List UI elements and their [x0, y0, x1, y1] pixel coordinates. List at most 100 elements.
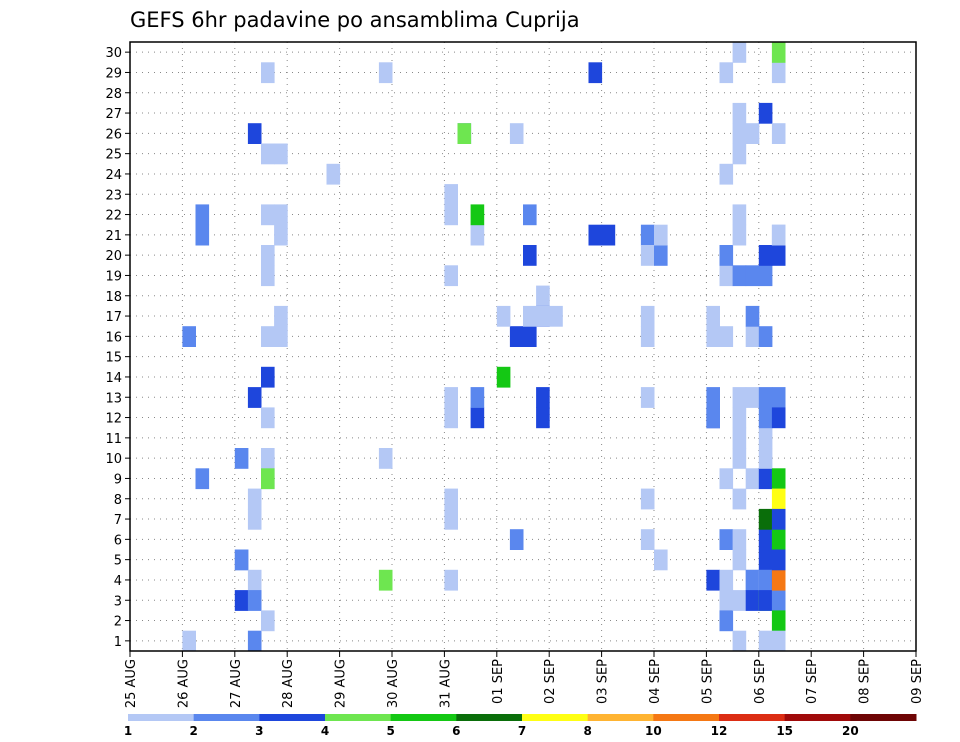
- y-tick-label: 15: [105, 351, 122, 366]
- data-cell: [771, 508, 786, 530]
- data-cell: [523, 204, 537, 226]
- x-tick-label: 31 AUG: [438, 659, 453, 708]
- data-cell: [706, 326, 720, 347]
- y-tick-label: 7: [114, 513, 122, 528]
- y-tick-label: 1: [114, 635, 122, 650]
- y-tick-label: 20: [105, 249, 122, 264]
- y-tick-label: 5: [114, 554, 122, 569]
- data-cell: [444, 387, 458, 408]
- data-cell: [326, 163, 341, 185]
- data-cell: [758, 265, 773, 287]
- data-cell: [182, 326, 196, 347]
- data-cell: [640, 488, 655, 510]
- colorbar-swatch: [653, 714, 720, 721]
- data-cell: [771, 42, 786, 63]
- data-cell: [732, 224, 747, 246]
- data-cell: [745, 387, 760, 408]
- x-axis: 25 AUG 26 AUG 27 AUG 28 AUG 29 AUG 30 AUG 31 A…: [124, 651, 925, 708]
- y-tick-label: 24: [105, 168, 122, 183]
- data-cell: [758, 529, 773, 550]
- data-cell: [758, 326, 773, 347]
- data-cell: [444, 204, 458, 226]
- colorbar-swatch: [390, 714, 457, 721]
- data-cell: [719, 265, 734, 287]
- data-cell: [234, 590, 249, 611]
- y-tick-label: 2: [114, 615, 122, 630]
- colorbar-swatch: [850, 714, 917, 721]
- colorbar-label: 10: [645, 724, 662, 738]
- data-cell: [745, 569, 760, 591]
- data-cell: [771, 224, 786, 246]
- data-cell: [771, 529, 786, 550]
- colorbar-label: 6: [452, 724, 460, 738]
- data-cell: [706, 407, 720, 429]
- data-cell: [247, 508, 262, 530]
- data-cell: [640, 305, 655, 327]
- data-cell: [771, 245, 786, 266]
- data-cell: [588, 62, 603, 84]
- data-cell: [758, 549, 773, 571]
- data-cell: [771, 630, 786, 652]
- data-cell: [444, 508, 458, 530]
- data-cell: [706, 387, 720, 408]
- colorbar-swatch: [784, 714, 851, 721]
- data-cell: [758, 102, 773, 124]
- y-tick-label: 9: [114, 472, 122, 487]
- data-cell: [247, 488, 262, 510]
- x-tick-label: 28 AUG: [281, 659, 296, 708]
- data-cell: [509, 529, 524, 550]
- y-axis: 1234567891011121314151617181920212223242…: [105, 46, 130, 650]
- data-cell: [732, 488, 747, 510]
- data-cell: [444, 407, 458, 429]
- data-cell: [496, 366, 511, 388]
- data-cell: [732, 590, 747, 611]
- y-tick-label: 18: [105, 290, 122, 305]
- data-cell: [745, 468, 760, 490]
- data-cell: [771, 590, 786, 611]
- data-cell: [601, 224, 616, 246]
- y-tick-label: 6: [114, 533, 122, 548]
- data-cell: [771, 610, 786, 632]
- data-cell: [706, 305, 720, 327]
- data-cell: [470, 407, 485, 429]
- y-tick-label: 4: [114, 574, 122, 589]
- y-tick-label: 30: [105, 46, 122, 61]
- y-tick-label: 27: [105, 107, 122, 122]
- data-cell: [261, 204, 275, 226]
- data-cell: [719, 245, 734, 266]
- data-cell: [706, 569, 720, 591]
- x-tick-label: 04 SEP: [648, 659, 663, 704]
- data-cell: [745, 265, 760, 287]
- data-cell: [182, 630, 196, 652]
- data-cell: [719, 326, 734, 347]
- y-tick-label: 23: [105, 188, 122, 203]
- colorbar-swatch: [325, 714, 392, 721]
- y-tick-label: 28: [105, 87, 122, 102]
- data-cell: [771, 488, 786, 510]
- y-tick-label: 10: [105, 452, 122, 467]
- colorbar-label: 5: [386, 724, 394, 738]
- data-cell: [247, 630, 262, 652]
- x-tick-label: 29 AUG: [334, 659, 349, 708]
- data-cell: [719, 468, 734, 490]
- data-cell: [719, 163, 734, 185]
- data-cell: [758, 630, 773, 652]
- data-cell: [378, 448, 393, 469]
- data-cell: [261, 448, 275, 469]
- data-cell: [509, 123, 524, 144]
- data-cell: [195, 204, 210, 226]
- colorbar-label: 15: [776, 724, 793, 738]
- data-cell: [654, 549, 668, 571]
- colorbar-swatch: [259, 714, 326, 721]
- y-tick-label: 29: [105, 66, 122, 81]
- data-cell: [758, 468, 773, 490]
- y-tick-label: 14: [105, 371, 122, 386]
- data-cell: [771, 123, 786, 144]
- data-cell: [732, 407, 747, 429]
- data-cell: [536, 407, 550, 429]
- colorbar-label: 2: [189, 724, 197, 738]
- data-cell: [719, 610, 734, 632]
- data-cell: [470, 224, 485, 246]
- y-tick-label: 16: [105, 330, 122, 345]
